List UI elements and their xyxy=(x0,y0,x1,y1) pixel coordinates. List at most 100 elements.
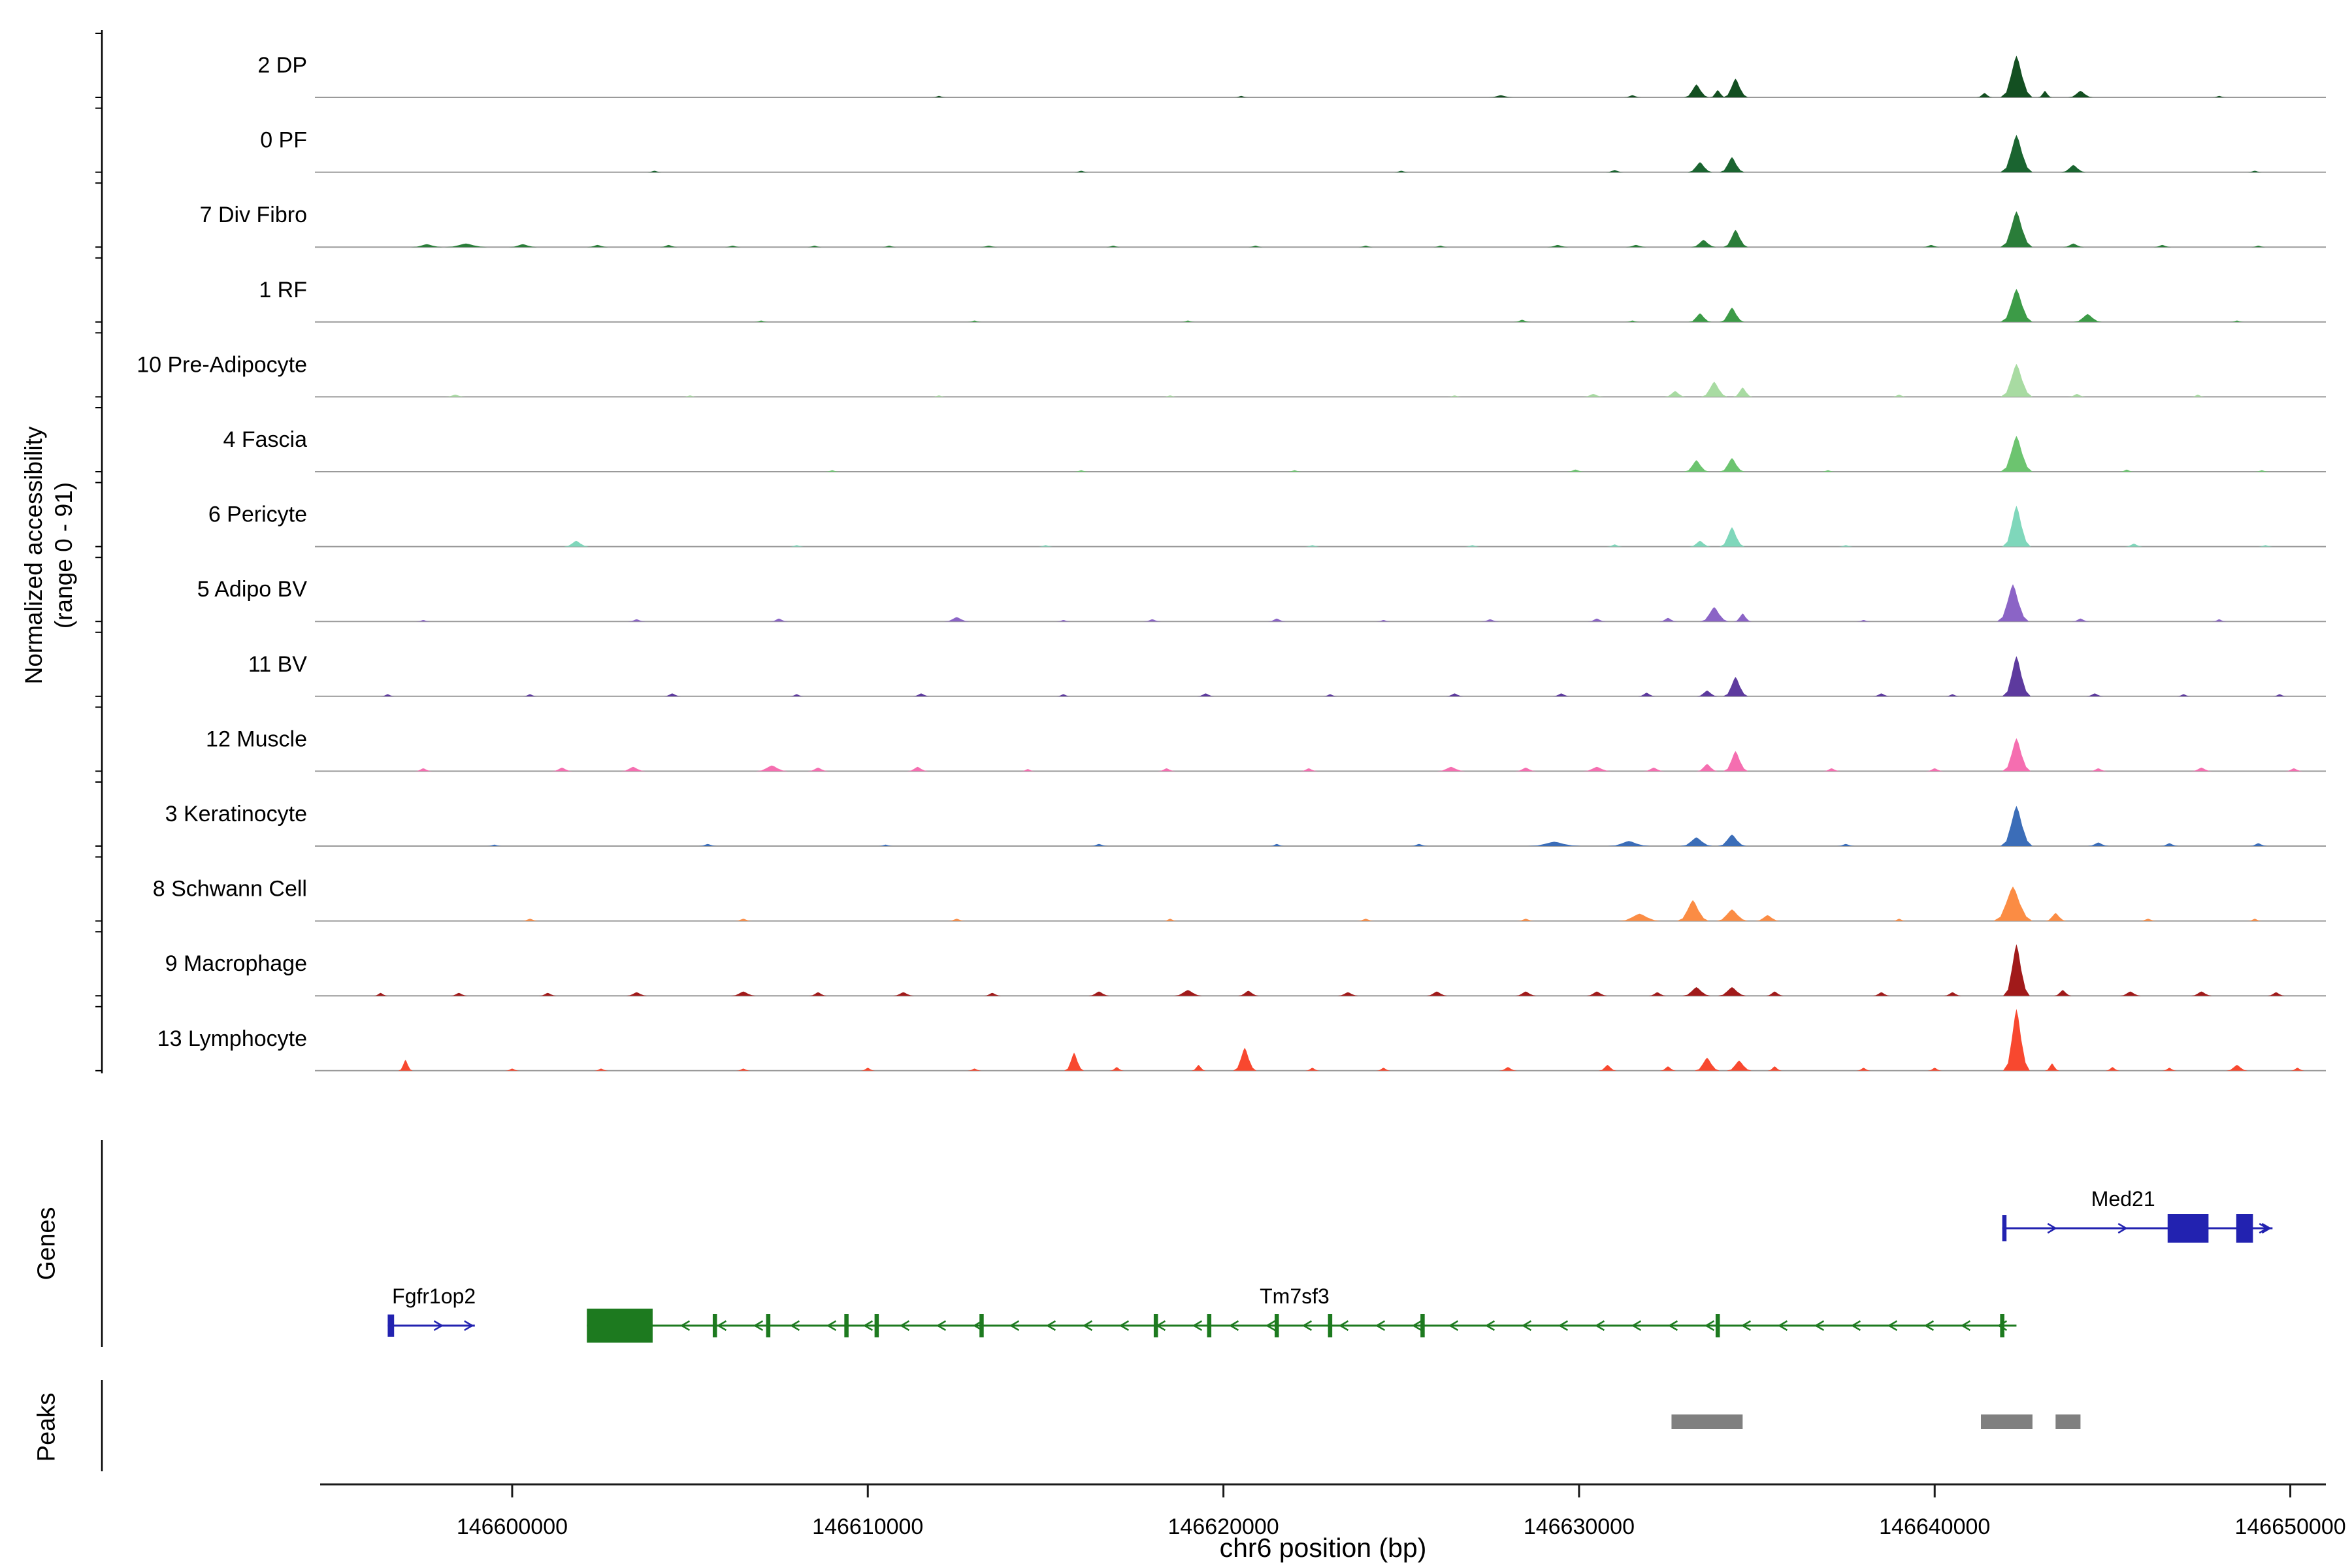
gene-exon xyxy=(712,1314,717,1337)
x-axis-title: chr6 position (bp) xyxy=(1219,1533,1427,1563)
track-label: 2 DP xyxy=(257,53,307,78)
strand-arrow-icon xyxy=(1228,1320,1239,1331)
strand-arrow-icon xyxy=(1558,1320,1569,1331)
strand-arrow-icon xyxy=(1484,1320,1495,1331)
track-label: 3 Keratinocyte xyxy=(165,802,307,826)
strand-arrow-icon xyxy=(2261,1222,2272,1234)
strand-arrow-icon xyxy=(2047,1222,2057,1234)
gene-model: Med21 xyxy=(2002,1187,2273,1243)
strand-arrow-icon xyxy=(1887,1320,1898,1331)
coverage-signal xyxy=(444,363,2205,397)
strand-arrow-icon xyxy=(862,1320,874,1331)
track-row: 13 Lymphocyte xyxy=(157,1009,2326,1071)
strand-arrow-icon xyxy=(1740,1320,1752,1331)
genes-panel: Fgfr1op2 Tm7sf3 Med21 xyxy=(387,1187,2273,1343)
strand-arrow-icon xyxy=(1777,1320,1788,1331)
strand-arrow-icon xyxy=(1155,1320,1166,1331)
track-row: 4 Fascia xyxy=(223,427,2326,472)
coverage-signal xyxy=(563,506,2273,547)
coverage-signal xyxy=(410,211,2266,248)
x-axis-tick-label: 146620000 xyxy=(1168,1514,1279,1539)
strand-arrow-icon xyxy=(753,1320,764,1331)
gene-exon xyxy=(979,1314,984,1337)
strand-arrow-icon xyxy=(2117,1222,2128,1234)
strand-arrow-icon xyxy=(1997,1320,2008,1331)
strand-arrow-icon xyxy=(2259,1222,2269,1234)
track-label: 9 Macrophage xyxy=(165,951,307,976)
gene-exon xyxy=(1207,1314,1212,1337)
strand-arrow-icon xyxy=(1521,1320,1532,1331)
gene-exon xyxy=(844,1314,849,1337)
gene-exon xyxy=(387,1315,395,1337)
x-axis-tick-label: 146600000 xyxy=(457,1514,568,1539)
track-row: 9 Macrophage xyxy=(165,944,2326,997)
coverage-signal xyxy=(825,436,2269,472)
strand-arrow-icon xyxy=(1667,1320,1678,1331)
coverage-signal xyxy=(414,738,2303,772)
gene-name-label: Fgfr1op2 xyxy=(392,1284,476,1308)
coverage-signal xyxy=(380,656,2287,696)
strand-arrow-icon xyxy=(1045,1320,1056,1331)
track-label: 0 PF xyxy=(260,128,307,153)
x-axis-tick-label: 146640000 xyxy=(1879,1514,1990,1539)
track-label: 7 Div Fibro xyxy=(200,203,307,227)
coverage-signal xyxy=(754,289,2244,322)
peak-interval xyxy=(2055,1414,2081,1429)
track-label: 6 Pericyte xyxy=(208,502,307,527)
track-row: 8 Schwann Cell xyxy=(153,877,2326,922)
strand-arrow-icon xyxy=(826,1320,837,1331)
strand-arrow-icon xyxy=(1923,1320,1935,1331)
strand-arrow-icon xyxy=(972,1320,983,1331)
track-row: 6 Pericyte xyxy=(208,502,2326,547)
gene-name-label: Med21 xyxy=(2091,1187,2155,1211)
strand-arrow-icon xyxy=(716,1320,727,1331)
strand-arrow-icon xyxy=(679,1320,691,1331)
coverage-signal xyxy=(373,944,2285,996)
peak-interval xyxy=(1981,1414,2033,1429)
gene-model: Tm7sf3 xyxy=(587,1284,2017,1343)
track-label: 11 BV xyxy=(248,652,307,677)
track-label: 4 Fascia xyxy=(223,427,308,452)
strand-arrow-icon xyxy=(936,1320,947,1331)
strand-arrow-icon xyxy=(1375,1320,1386,1331)
strand-arrow-icon xyxy=(1119,1320,1130,1331)
track-label: 1 RF xyxy=(259,278,307,302)
strand-arrow-icon xyxy=(1631,1320,1642,1331)
x-axis-tick-label: 146630000 xyxy=(1524,1514,1635,1539)
peak-interval xyxy=(1671,1414,1743,1429)
strand-arrow-icon xyxy=(1082,1320,1093,1331)
x-axis: 146600000 146610000 146620000 146630000 1466… xyxy=(320,1483,2346,1539)
gene-exon xyxy=(2167,1214,2209,1243)
track-label: 13 Lymphocyte xyxy=(157,1026,307,1051)
strand-arrow-icon xyxy=(1265,1320,1276,1331)
track-row: 10 Pre-Adipocyte xyxy=(137,352,2326,398)
strand-arrow-icon xyxy=(1814,1320,1825,1331)
strand-arrow-icon xyxy=(1960,1320,1971,1331)
gene-exon xyxy=(1328,1314,1333,1337)
strand-arrow-icon xyxy=(1850,1320,1861,1331)
track-label: 5 Adipo BV xyxy=(197,577,308,602)
track-row: 2 DP xyxy=(257,53,2326,98)
strand-arrow-icon xyxy=(1411,1320,1422,1331)
tracks-panel: 2 DP 0 PF 7 Div Fibro 1 RF 10 Pre-Adipocyte 4… xyxy=(137,53,2326,1071)
gene-exon xyxy=(587,1309,653,1343)
strand-arrow-icon xyxy=(433,1320,444,1331)
strand-arrow-icon xyxy=(1338,1320,1349,1331)
peaks-panel xyxy=(1671,1414,2081,1429)
strand-arrow-icon xyxy=(1594,1320,1605,1331)
track-row: 1 RF xyxy=(259,278,2326,323)
strand-arrow-icon xyxy=(464,1320,474,1331)
track-row: 7 Div Fibro xyxy=(200,203,2326,248)
gene-exon xyxy=(874,1314,879,1337)
strand-arrow-icon xyxy=(899,1320,910,1331)
gene-exon xyxy=(2002,1215,2007,1241)
gene-model: Fgfr1op2 xyxy=(387,1284,476,1337)
x-axis-tick-label: 146650000 xyxy=(2234,1514,2345,1539)
coverage-signal xyxy=(521,886,2262,921)
track-row: 3 Keratinocyte xyxy=(165,802,2326,847)
track-label: 12 Muscle xyxy=(206,727,307,751)
gene-exon xyxy=(1274,1314,1279,1337)
gene-name-label: Tm7sf3 xyxy=(1260,1284,1330,1308)
